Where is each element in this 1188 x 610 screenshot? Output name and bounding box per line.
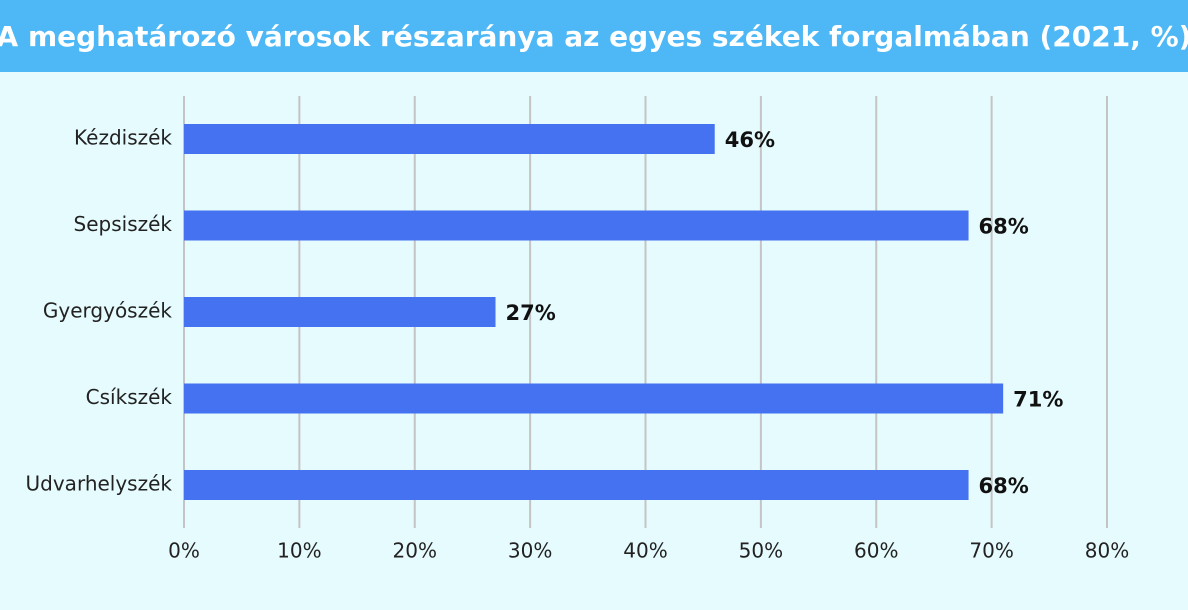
bar [184, 470, 969, 500]
y-tick-label: Csíkszék [86, 385, 173, 409]
x-tick-label: 30% [508, 539, 552, 563]
x-tick-label: 10% [277, 539, 321, 563]
x-tick-label: 0% [168, 539, 200, 563]
bar [184, 124, 715, 154]
y-tick-label: Kézdiszék [74, 126, 172, 150]
x-tick-label: 70% [969, 539, 1013, 563]
value-label: 46% [725, 128, 775, 152]
x-tick-label: 40% [623, 539, 667, 563]
header-band [0, 0, 1188, 72]
value-label: 27% [506, 301, 556, 325]
value-label: 71% [1013, 388, 1063, 412]
bar [184, 210, 969, 241]
x-tick-label: 80% [1085, 539, 1129, 563]
x-tick-label: 50% [739, 539, 783, 563]
chart-title: A meghatározó városok részaránya az egye… [0, 20, 1188, 53]
value-label: 68% [979, 474, 1029, 498]
bar [184, 297, 496, 327]
x-tick-label: 60% [854, 539, 898, 563]
y-tick-label: Udvarhelyszék [26, 472, 173, 496]
y-tick-label: Gyergyószék [43, 299, 173, 323]
value-label: 68% [979, 215, 1029, 239]
bar [184, 383, 1004, 414]
x-tick-label: 20% [393, 539, 437, 563]
y-tick-label: Sepsiszék [74, 212, 173, 236]
